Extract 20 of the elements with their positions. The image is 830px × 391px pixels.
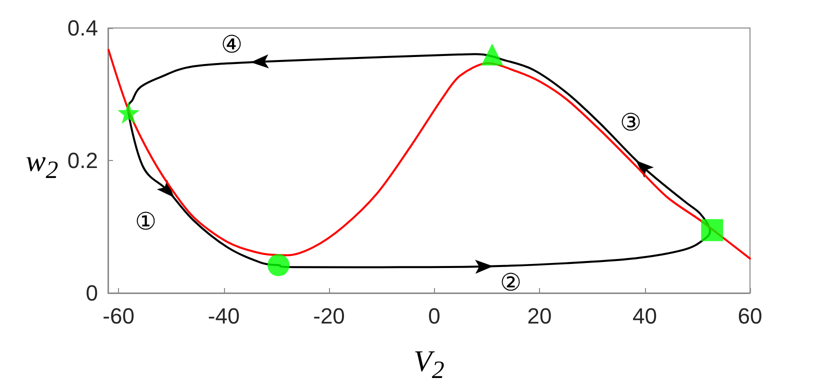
x-tick-label: 60 — [738, 304, 762, 328]
y-tick-label: 0.2 — [67, 148, 98, 173]
x-tick-label: 20 — [527, 304, 552, 328]
x-tick-label: -40 — [208, 304, 240, 328]
x-tick-label: -60 — [102, 304, 134, 328]
point — [701, 219, 724, 242]
annotation: ④ — [221, 32, 243, 60]
point — [118, 102, 140, 124]
x-tick-label: -20 — [313, 304, 345, 328]
x-tick-label: 40 — [632, 304, 657, 328]
annotation: ② — [500, 270, 522, 298]
point — [268, 254, 290, 276]
y-tick-label: 0.4 — [67, 16, 98, 40]
x-axis-title: V$_{2}$ — [414, 345, 444, 385]
annotation: ① — [135, 208, 157, 236]
x-tick-label: 0 — [428, 304, 440, 328]
annotation: ③ — [620, 110, 642, 138]
y-axis-title: w$_{2}$ — [26, 145, 58, 185]
point — [481, 44, 504, 66]
y-tick-label: 0 — [86, 280, 98, 306]
